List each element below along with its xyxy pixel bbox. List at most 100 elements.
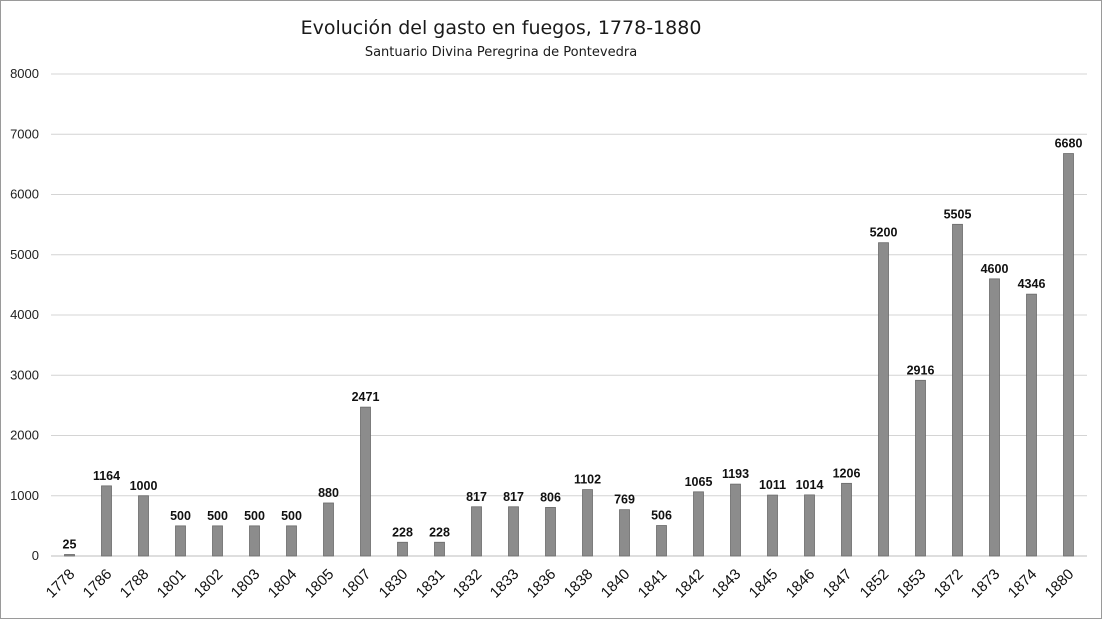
bar [175, 525, 186, 557]
bar [656, 525, 667, 557]
bar [619, 509, 630, 557]
data-label: 500 [207, 509, 228, 523]
x-tick-label: 1833 [487, 566, 523, 602]
bar [1063, 153, 1074, 557]
data-label: 1193 [722, 467, 749, 481]
data-label: 500 [170, 509, 191, 523]
x-tick-label: 1874 [1005, 566, 1041, 602]
data-label: 817 [466, 490, 487, 504]
bars [64, 153, 1074, 557]
y-tick-label: 3000 [10, 367, 39, 382]
data-label: 769 [614, 493, 635, 507]
data-label: 5505 [944, 207, 972, 221]
x-tick-label: 1831 [413, 566, 449, 602]
bar [1026, 293, 1037, 557]
x-tick-label: 1788 [117, 566, 153, 602]
data-label: 880 [318, 486, 339, 500]
bar [249, 525, 260, 557]
bar [952, 223, 963, 557]
data-label: 500 [244, 509, 265, 523]
data-label: 2916 [907, 363, 935, 377]
bar [878, 242, 889, 557]
chart-subtitle: Santuario Divina Peregrina de Pontevedra [364, 45, 638, 60]
x-tick-label: 1842 [672, 566, 708, 602]
data-label: 1206 [833, 466, 861, 480]
x-tick-label: 1830 [376, 566, 412, 602]
data-label: 4600 [981, 262, 1009, 276]
data-label: 817 [503, 490, 524, 504]
data-label: 1102 [574, 473, 601, 487]
bar [323, 502, 334, 557]
bar [360, 406, 371, 557]
x-tick-label: 1802 [191, 566, 227, 602]
y-tick-label: 5000 [10, 247, 39, 262]
x-tick-label: 1836 [524, 566, 560, 602]
bar [471, 506, 482, 557]
x-tick-label: 1807 [339, 566, 375, 602]
data-label: 1065 [685, 475, 713, 489]
y-tick-label: 2000 [10, 428, 39, 443]
chart-title: Evolución del gasto en fuegos, 1778-1880 [300, 17, 702, 39]
x-tick-label: 1778 [43, 566, 79, 602]
data-label: 1014 [796, 478, 824, 492]
bar [286, 525, 297, 557]
data-label: 25 [63, 537, 77, 551]
bar [101, 485, 112, 557]
x-tick-label: 1873 [968, 566, 1004, 602]
data-label: 6680 [1055, 137, 1083, 151]
gridlines [51, 73, 1087, 557]
data-label: 500 [281, 509, 302, 523]
x-tick-label: 1804 [265, 566, 301, 602]
y-tick-label: 7000 [10, 126, 39, 141]
bar [138, 495, 149, 557]
bar [64, 554, 75, 557]
x-tick-label: 1853 [894, 566, 930, 602]
x-tick-label: 1801 [154, 566, 190, 602]
y-tick-label: 8000 [10, 66, 39, 81]
bar [508, 506, 519, 557]
bar [841, 482, 852, 557]
x-tick-label: 1846 [783, 566, 819, 602]
bar [212, 525, 223, 557]
x-tick-label: 1880 [1042, 566, 1078, 602]
data-label: 506 [651, 509, 672, 523]
bar [434, 541, 445, 557]
data-label: 1000 [130, 479, 158, 493]
data-label: 228 [392, 525, 413, 539]
y-tick-label: 1000 [10, 488, 39, 503]
data-label: 4346 [1018, 277, 1046, 291]
x-tick-label: 1841 [635, 566, 671, 602]
x-tick-label: 1805 [302, 566, 338, 602]
data-label: 2471 [352, 390, 380, 404]
x-tick-label: 1786 [80, 566, 116, 602]
x-tick-label: 1840 [598, 566, 634, 602]
data-label: 5200 [870, 226, 898, 240]
x-tick-label: 1847 [820, 566, 856, 602]
bar [915, 379, 926, 557]
y-tick-label: 0 [32, 548, 39, 563]
data-label: 1164 [93, 469, 120, 483]
y-axis: 0 1000 2000 3000 4000 5000 6000 7000 8000 [10, 66, 39, 563]
x-tick-label: 1838 [561, 566, 597, 602]
bar [397, 541, 408, 557]
bar [693, 491, 704, 557]
data-label: 228 [429, 525, 450, 539]
bar [545, 507, 556, 557]
y-tick-label: 6000 [10, 187, 39, 202]
data-labels: 25 1164 1000 500 500 500 500 880 2471 228 228 817 81… [63, 137, 1083, 552]
bar [582, 489, 593, 557]
bar [767, 494, 778, 557]
data-label: 806 [540, 490, 561, 504]
x-tick-label: 1832 [450, 566, 486, 602]
x-axis: 1778 1786 1788 1801 1802 1803 1804 1805 1807 1830… [43, 566, 1078, 602]
x-tick-label: 1803 [228, 566, 264, 602]
bar [730, 483, 741, 557]
x-tick-label: 1843 [709, 566, 745, 602]
data-label: 1011 [759, 478, 786, 492]
x-tick-label: 1845 [746, 566, 782, 602]
y-tick-label: 4000 [10, 307, 39, 322]
bar [989, 278, 1000, 557]
x-tick-label: 1872 [931, 566, 967, 602]
bar [804, 494, 815, 557]
